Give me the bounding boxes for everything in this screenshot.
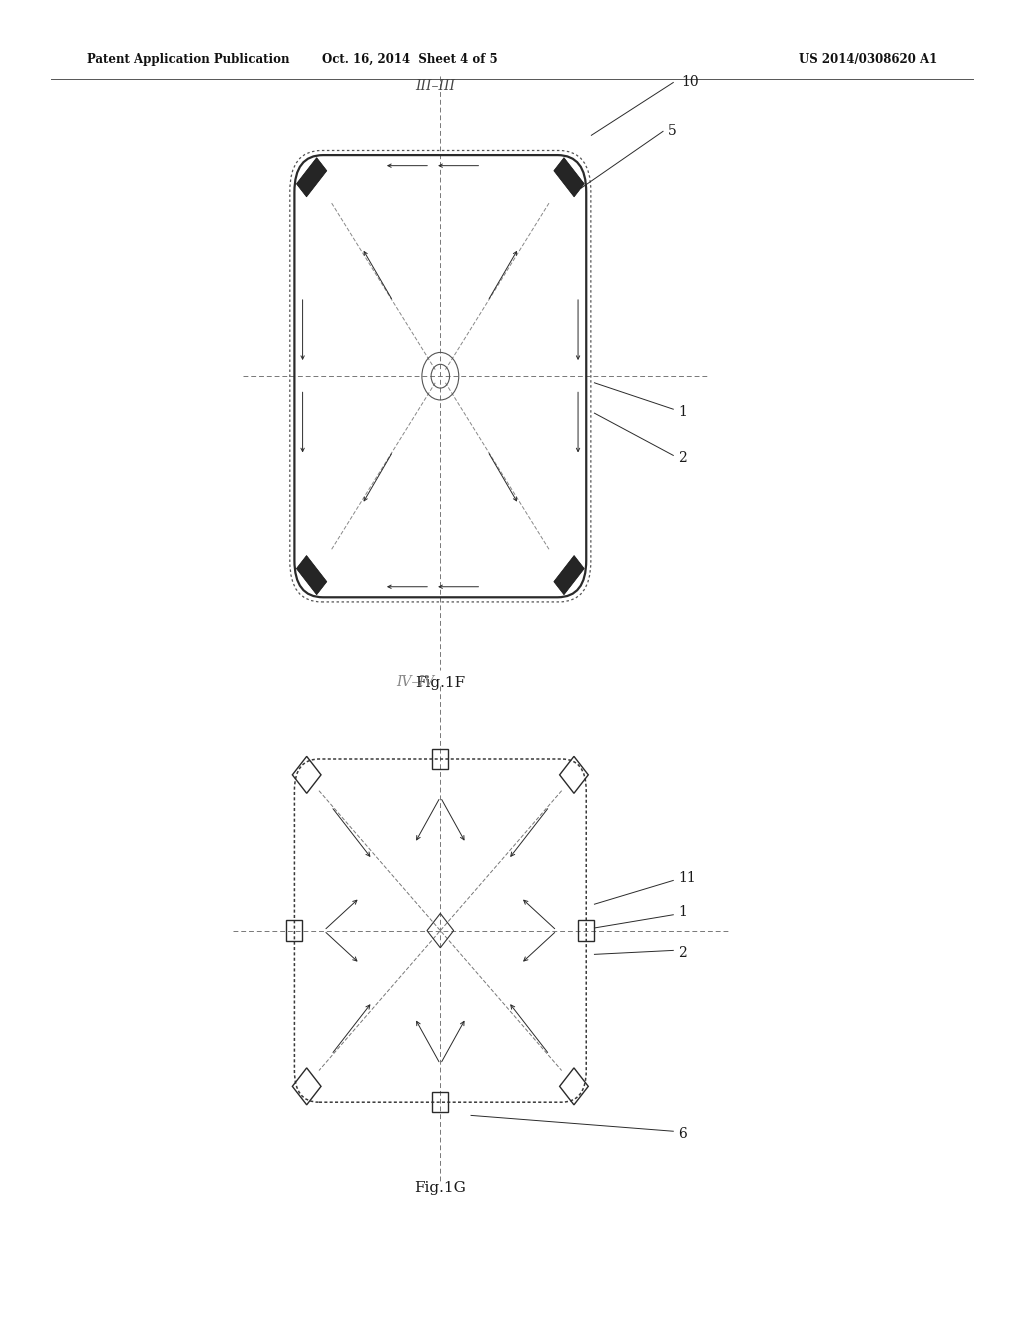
Text: IV–IV: IV–IV <box>395 676 434 689</box>
Text: 1: 1 <box>678 405 687 418</box>
Text: Fig.1F: Fig.1F <box>416 676 465 690</box>
Text: 2: 2 <box>678 451 687 465</box>
Polygon shape <box>296 157 327 197</box>
Text: US 2014/0308620 A1: US 2014/0308620 A1 <box>799 53 937 66</box>
Text: Patent Application Publication: Patent Application Publication <box>87 53 290 66</box>
Text: Fig.1G: Fig.1G <box>415 1181 466 1195</box>
Polygon shape <box>296 556 327 595</box>
Text: 5: 5 <box>668 124 677 139</box>
Text: Oct. 16, 2014  Sheet 4 of 5: Oct. 16, 2014 Sheet 4 of 5 <box>322 53 498 66</box>
Text: 10: 10 <box>682 75 699 90</box>
Text: III–III: III–III <box>415 79 456 94</box>
Text: 6: 6 <box>678 1127 687 1140</box>
Polygon shape <box>554 556 585 595</box>
Text: 2: 2 <box>678 946 687 960</box>
Text: 1: 1 <box>678 906 687 919</box>
Polygon shape <box>554 157 585 197</box>
Text: 11: 11 <box>678 871 696 884</box>
